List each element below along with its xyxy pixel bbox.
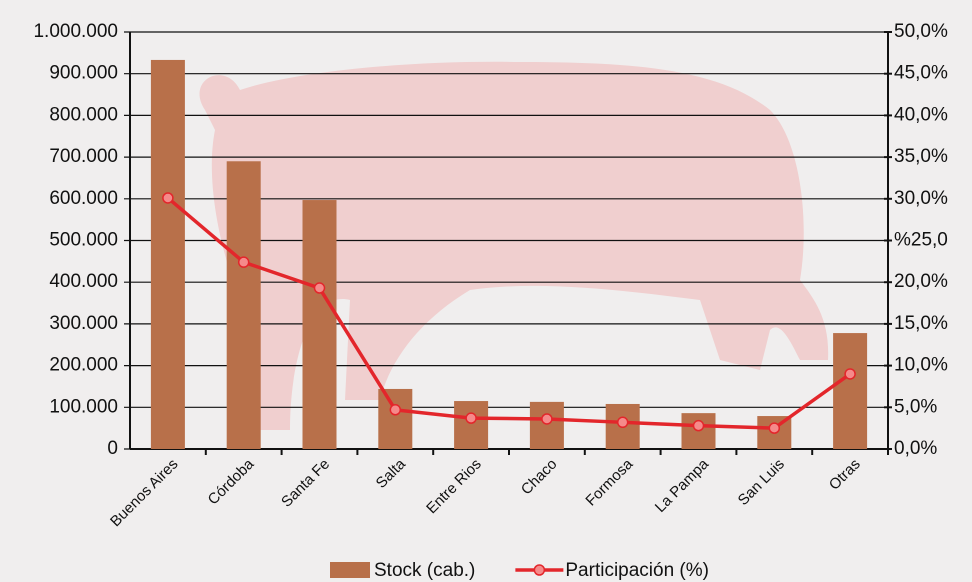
bar (529, 401, 564, 449)
y2-tick-label: 45,0% (894, 63, 948, 84)
y-tick-label: 900.000 (49, 63, 118, 84)
y2-tick-label: 0,0% (894, 438, 937, 459)
y-tick-label: 400.000 (49, 271, 118, 292)
x-tick-label: Formosa (582, 455, 636, 509)
x-tick-label: Córdoba (205, 455, 258, 508)
y2-tick-label: 15,0% (894, 313, 948, 334)
y2-tick-label: 40,0% (894, 104, 948, 125)
legend-label: Participación (%) (565, 560, 709, 581)
y2-tick-label: 50,0% (894, 21, 948, 42)
y-tick-label: 100.000 (49, 396, 118, 417)
legend-label: Stock (cab.) (374, 560, 475, 581)
y-tick-label: 300.000 (49, 313, 118, 334)
line-point (768, 422, 781, 434)
x-tick-label: Chaco (518, 456, 561, 499)
bar (454, 401, 489, 449)
line-point (237, 256, 250, 268)
bar (302, 200, 337, 449)
y2-tick-label: 10,0% (894, 355, 948, 376)
y-tick-label: 0 (107, 438, 118, 459)
legend-marker (533, 564, 546, 576)
x-tick-label: Entre Rios (423, 456, 485, 518)
pig-silhouette (199, 61, 829, 430)
y-tick-label: 700.000 (49, 146, 118, 167)
y2-tick-label: %25,0 (894, 230, 948, 251)
line-point (541, 413, 553, 425)
y2-tick-label: 20,0% (894, 271, 948, 292)
y2-tick-label: 5,0% (894, 396, 937, 417)
y2-tick-label: 30,0% (894, 188, 948, 209)
y2-tick-label: 35,0% (894, 146, 948, 167)
line-point (313, 282, 326, 294)
legend-swatch (330, 562, 370, 578)
bar (226, 161, 261, 449)
bar (833, 333, 868, 449)
x-tick-label: San Luis (735, 456, 788, 509)
x-tick-label: Santa Fe (278, 456, 333, 511)
line-point (692, 419, 705, 432)
y-tick-label: 500.000 (49, 230, 118, 251)
y-tick-label: 200.000 (49, 355, 118, 376)
line-point (389, 404, 402, 416)
line-point (616, 416, 629, 429)
line (166, 196, 852, 430)
x-tick-label: La Pampa (652, 455, 713, 516)
line-point (465, 412, 477, 424)
x-tick-label: Buenos Aires (107, 456, 182, 531)
y-tick-label: 1.000.000 (33, 21, 118, 42)
y-tick-label: 600.000 (49, 188, 118, 209)
line-point (162, 192, 174, 204)
x-tick-label: Salta (373, 455, 410, 492)
bar (378, 388, 413, 449)
y-tick-label: 800.000 (49, 104, 118, 125)
bar (150, 59, 185, 450)
line-point (844, 368, 856, 380)
x-tick-label: Otras (826, 456, 864, 494)
